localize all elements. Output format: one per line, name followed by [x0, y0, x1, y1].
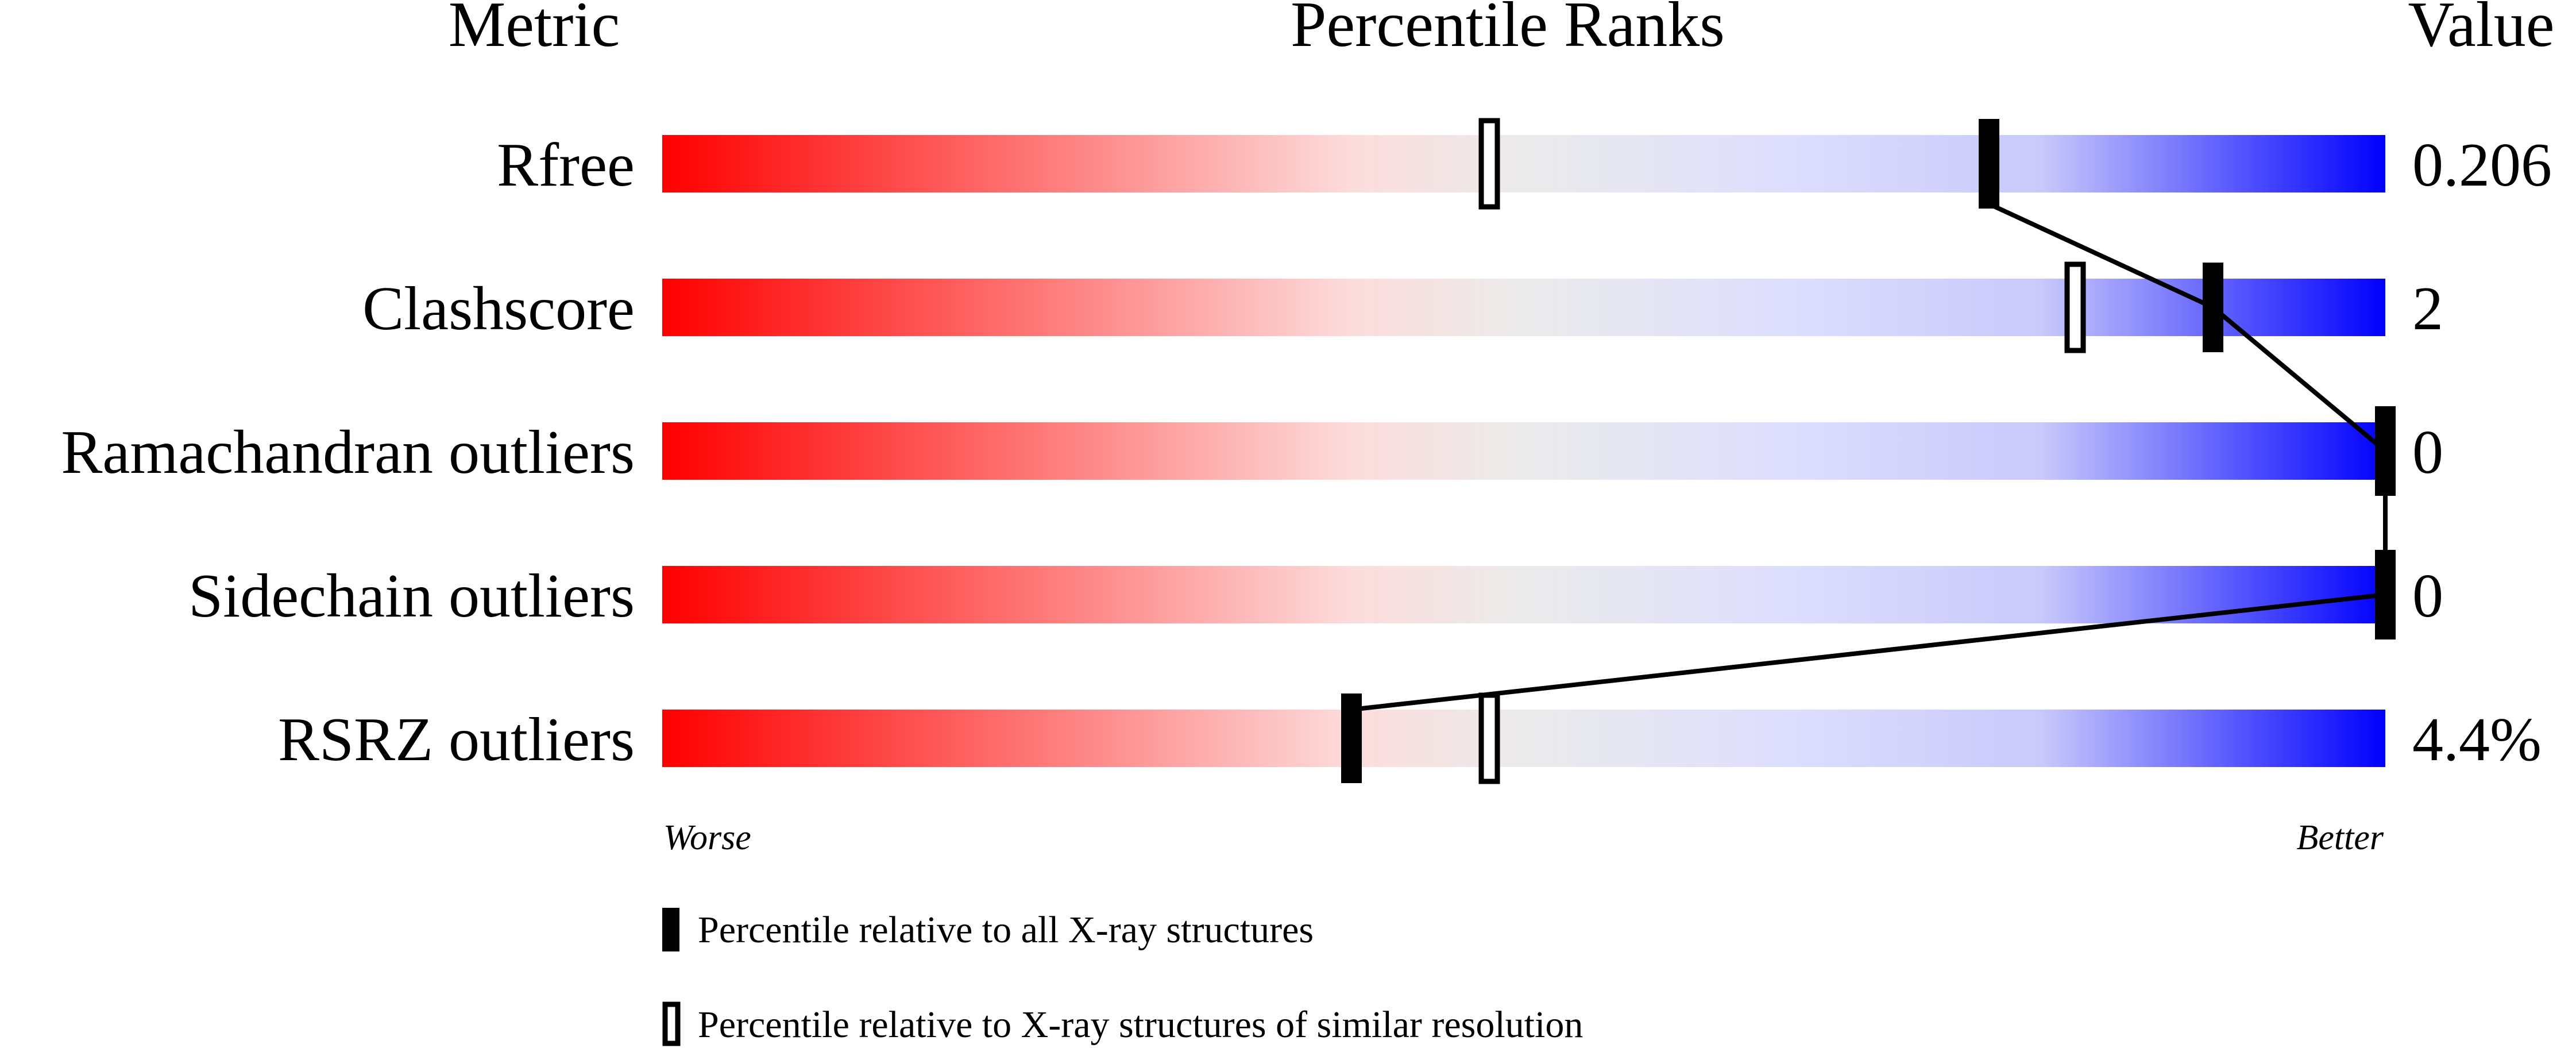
- metric-value: 2: [2412, 275, 2443, 343]
- axis-better-label: Better: [2297, 818, 2384, 857]
- metric-row: Ramachandran outliers 0: [61, 406, 2443, 496]
- metric-label: Rfree: [497, 131, 635, 199]
- metric-label: Ramachandran outliers: [61, 418, 635, 487]
- metric-row: RSRZ outliers 4.4%: [278, 692, 2542, 784]
- metric-value: 0: [2412, 418, 2443, 487]
- metric-row: Rfree 0.206: [497, 118, 2552, 210]
- percentile-bar: [662, 422, 2385, 480]
- legend: Percentile relative to all X-ray structu…: [662, 908, 1583, 1046]
- metric-row: Clashscore 2: [362, 261, 2443, 353]
- percentile-bar: [662, 135, 2385, 192]
- metric-label: Sidechain outliers: [188, 562, 635, 630]
- legend-filled-marker: [662, 908, 679, 951]
- legend-filled-label: Percentile relative to all X-ray structu…: [698, 909, 1314, 951]
- metric-value: 4.4%: [2412, 706, 2542, 774]
- similar-resolution-marker: [1478, 118, 1500, 210]
- metric-label: RSRZ outliers: [278, 706, 635, 774]
- similar-resolution-marker: [1478, 692, 1500, 784]
- header-metric: Metric: [449, 0, 620, 60]
- connector-line: [1351, 202, 2388, 712]
- metric-label: Clashscore: [362, 275, 635, 343]
- percentile-bar: [662, 566, 2385, 623]
- all-structures-marker: [1979, 119, 1999, 209]
- header-value: Value: [2408, 0, 2554, 60]
- header-percentile-ranks: Percentile Ranks: [1291, 0, 1725, 60]
- percentile-bar: [662, 710, 2385, 767]
- percentile-bar: [662, 279, 2385, 336]
- similar-resolution-marker: [2064, 261, 2086, 353]
- axis-worse-label: Worse: [663, 818, 751, 857]
- legend-open-marker: [662, 1001, 681, 1046]
- metric-value: 0: [2412, 562, 2443, 630]
- legend-open-label: Percentile relative to X-ray structures …: [698, 1004, 1583, 1046]
- metric-value: 0.206: [2412, 131, 2552, 199]
- metric-row: Sidechain outliers 0: [188, 550, 2443, 639]
